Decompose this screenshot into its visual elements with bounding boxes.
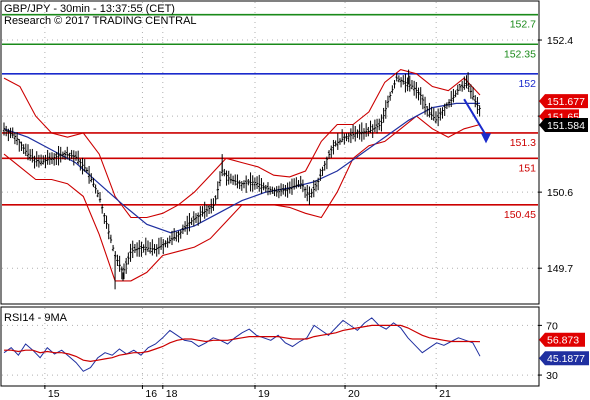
time-x-axis: 15 16 18 19 20 21 (44, 385, 451, 400)
forecast-arrow-head (481, 133, 491, 144)
rsi-tag-ma: 56.873 (539, 332, 585, 347)
rsi-line (3, 317, 481, 372)
level-label: 151 (518, 162, 536, 174)
price-tag-151584: 151.584 (539, 117, 588, 132)
rsi-tag-value: 45.1877 (539, 351, 589, 366)
rsi-tag-value-text: 45.1877 (547, 353, 585, 365)
price-grid (2, 2, 538, 302)
xtick-label: 19 (258, 388, 270, 400)
level-label: 152 (518, 78, 536, 90)
bollinger-lower-band (3, 115, 481, 282)
moving-average-line (3, 102, 480, 234)
bollinger-upper-band (3, 68, 481, 219)
xtick-label: 20 (348, 388, 360, 400)
rsi-tag-ma-text: 56.873 (547, 335, 579, 347)
chart-title: GBP/JPY - 30min - 13:37:55 (CET) (4, 3, 175, 15)
price-ytick-label: 150.6 (547, 187, 573, 199)
rsi-ytick-label: 70 (546, 320, 558, 332)
price-ytick-label: 152.4 (547, 35, 573, 47)
price-tag-151677-shape (539, 94, 588, 109)
rsi-y-axis: 70 30 (538, 320, 558, 382)
price-tag-151677: 151.677 (539, 94, 588, 109)
bollinger-upper-line (3, 68, 481, 219)
level-lines: 152.7 152.35 152 151.3 151 150.45 (2, 13, 538, 221)
price-tag-151584-shape (539, 117, 588, 132)
rsi-ma-line (4, 324, 481, 363)
xtick-label: 16 (145, 388, 157, 400)
xtick-label: 21 (439, 388, 451, 400)
rsi-lines (3, 317, 481, 372)
price-tag-151677-text: 151.677 (547, 96, 585, 108)
forecast-arrow (463, 98, 491, 144)
xtick-label: 15 (48, 388, 60, 400)
price-panel-frame (0, 0, 540, 305)
level-label: 150.45 (504, 209, 536, 221)
price-tag-151584-text: 151.584 (547, 120, 585, 132)
rsi-tag-value-shape (539, 351, 589, 366)
rsi-grid (2, 308, 538, 385)
level-label: 152.7 (510, 19, 536, 31)
rsi-ytick-label: 30 (546, 370, 558, 382)
level-label: 151.3 (510, 137, 536, 149)
price-bars (2, 69, 481, 290)
rsi-panel-frame (0, 306, 540, 387)
level-label: 152.35 (504, 48, 536, 60)
rsi-title: RSI14 - 9MA (4, 312, 68, 324)
chart-credit: Research © 2017 TRADING CENTRAL (4, 15, 197, 27)
bollinger-lower-line (3, 115, 481, 282)
price-ytick-label: 149.7 (547, 263, 573, 275)
moving-average-path (3, 102, 480, 234)
forecast-arrow-shaft (463, 98, 487, 136)
xtick-label: 18 (166, 388, 178, 400)
rsi-tag-ma-shape (539, 332, 585, 347)
